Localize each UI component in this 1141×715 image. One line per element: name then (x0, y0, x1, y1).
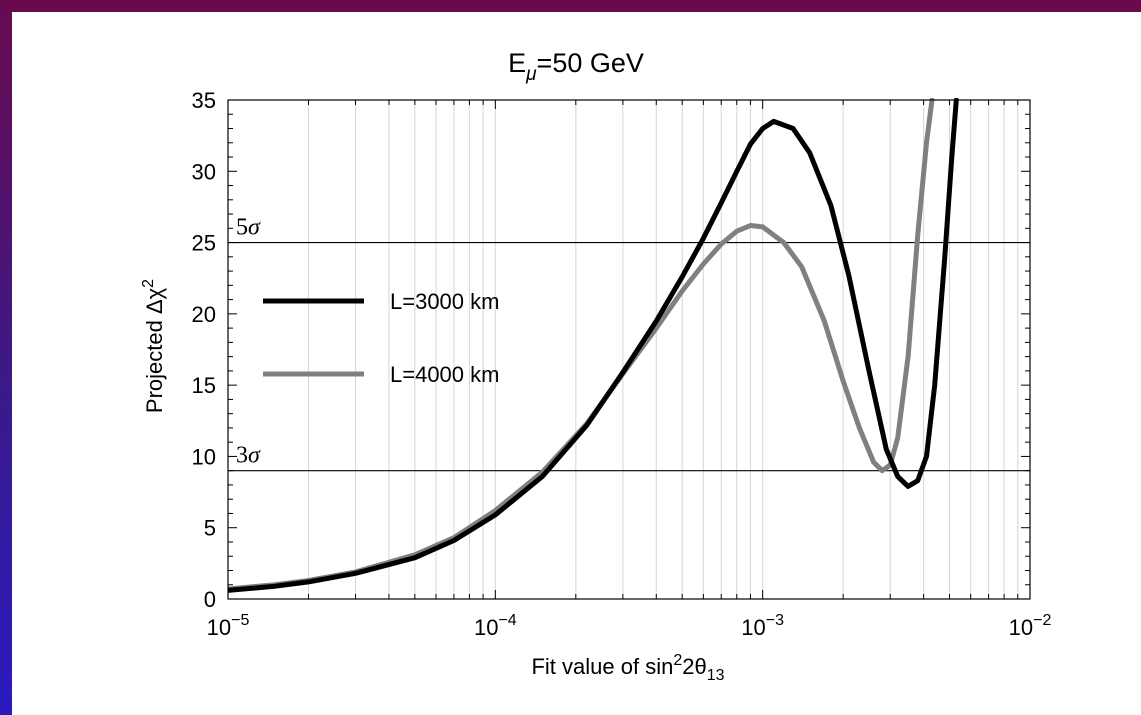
y-tick-label: 30 (192, 159, 216, 184)
y-tick-labels: 0 5 10 15 20 25 30 35 (192, 88, 216, 612)
y-tick-label: 20 (192, 302, 216, 327)
title-rest: =50 GeV (537, 48, 644, 78)
legend: L=3000 km L=4000 km (263, 289, 499, 387)
y-tick-label: 15 (192, 373, 216, 398)
chart-frame: Eμ=50 GeV 5σ 3σ 10−5 10−4 10−3 10−2 0 5 10 15 20… (12, 12, 1141, 715)
title-sub: μ (525, 64, 537, 85)
x-tick-label: 10−2 (1009, 612, 1052, 640)
series-line (228, 98, 959, 593)
reference-label: 5σ (236, 215, 261, 241)
title-base: E (508, 48, 526, 78)
series-line (228, 98, 935, 592)
chart-title: Eμ=50 GeV (508, 48, 644, 85)
y-tick-label: 0 (204, 587, 216, 612)
x-tick-labels: 10−5 10−4 10−3 10−2 (207, 612, 1052, 640)
series-lines (228, 98, 959, 593)
x-tick-label: 10−5 (207, 612, 250, 640)
legend-label: L=3000 km (390, 289, 499, 314)
x-tick-label: 10−3 (741, 612, 784, 640)
chart: Eμ=50 GeV 5σ 3σ 10−5 10−4 10−3 10−2 0 5 10 15 20… (140, 48, 1052, 684)
y-tick-label: 35 (192, 88, 216, 113)
y-tick-label: 5 (204, 516, 216, 541)
x-tick-label: 10−4 (474, 612, 517, 640)
y-axis-label: Projected Δχ2 (140, 279, 167, 413)
reference-label: 3σ (236, 443, 261, 469)
y-tick-label: 10 (192, 444, 216, 469)
grid-lines (307, 100, 1019, 599)
x-axis-label: Fit value of sin22θ13 (531, 652, 724, 684)
legend-label: L=4000 km (390, 362, 499, 387)
y-tick-label: 25 (192, 231, 216, 256)
axes (227, 99, 1031, 600)
plot-frame (227, 99, 1031, 600)
